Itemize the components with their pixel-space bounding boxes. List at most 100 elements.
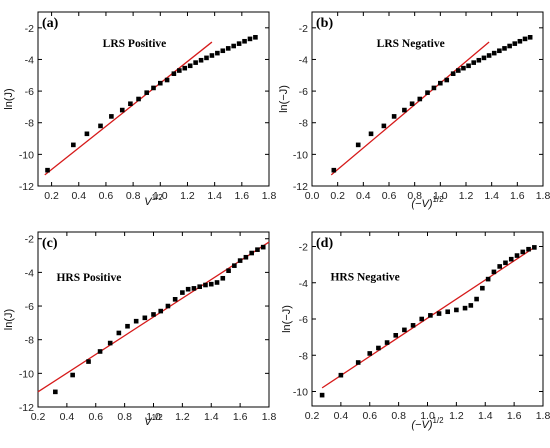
data-point: [497, 48, 502, 54]
data-point: [480, 285, 485, 291]
data-point: [319, 392, 325, 398]
data-point: [70, 372, 75, 378]
x-tick-label: 0.4: [356, 190, 371, 202]
data-point: [255, 247, 260, 252]
y-tick-label: -10: [19, 368, 34, 380]
data-point: [193, 60, 198, 65]
x-axis-title-main: (−V): [411, 419, 432, 431]
data-point: [220, 275, 226, 281]
data-point: [491, 269, 497, 275]
chart-panel: 0.2 0.4 0.6 0.8 1.0 1.2 1.4 1.6 1.8 -12 -10 -8 -6 -4 -…: [3, 231, 277, 428]
x-tick-label: 1.2: [175, 411, 190, 423]
x-tick-label: 1.4: [484, 190, 499, 202]
y-tick-label: -8: [25, 335, 34, 347]
data-point: [512, 41, 518, 46]
data-point: [481, 55, 487, 61]
data-point: [461, 65, 466, 71]
panel-label: (a): [42, 16, 59, 31]
data-point: [402, 327, 407, 333]
data-point: [526, 246, 531, 252]
data-point: [445, 309, 451, 315]
x-tick-label: 0.2: [305, 410, 320, 422]
data-point: [107, 340, 113, 346]
x-axis-title-main: V: [144, 196, 153, 208]
data-point: [444, 77, 450, 83]
y-axis-title: ln(J): [3, 309, 15, 330]
data-point: [355, 142, 361, 148]
data-point: [468, 303, 474, 308]
data-point: [198, 57, 204, 63]
data-point: [144, 90, 150, 95]
data-point: [419, 316, 425, 322]
x-axis-title-sup: 1/2: [432, 195, 444, 204]
x-tick-label: 0.6: [362, 410, 377, 422]
data-point: [368, 131, 374, 137]
y-axis-title: ln(−J): [281, 305, 293, 333]
data-point: [180, 290, 185, 295]
fit-line: [37, 241, 270, 393]
data-point: [209, 53, 215, 58]
y-tick-label: -4: [25, 267, 34, 279]
data-point: [142, 315, 148, 321]
chart-panel: 0.2 0.4 0.6 0.8 1.0 1.2 1.4 1.6 1.8 -10 -8 -6 -4 -2 (d…: [281, 231, 550, 431]
x-tick-label: 0.2: [44, 190, 59, 202]
data-point: [84, 131, 90, 137]
data-point: [486, 53, 492, 58]
data-point: [151, 85, 156, 91]
data-point: [527, 35, 533, 40]
x-tick-label: 1.2: [449, 410, 464, 422]
x-tick-label: 1.2: [459, 190, 474, 202]
data-point: [491, 50, 497, 56]
data-point: [410, 323, 416, 328]
data-point: [367, 351, 373, 356]
data-point: [242, 38, 247, 44]
y-tick-label: -12: [19, 402, 34, 414]
data-point: [185, 286, 191, 292]
data-point: [355, 360, 361, 365]
data-point: [431, 85, 437, 91]
y-tick-label: -10: [293, 387, 308, 399]
data-point: [71, 142, 76, 148]
fit-line: [330, 41, 490, 176]
x-axis-title-sup: 1/2: [152, 413, 164, 422]
data-point: [136, 96, 141, 102]
data-point: [203, 282, 208, 288]
data-point: [172, 297, 178, 302]
x-tick-label: 1.8: [262, 411, 277, 423]
x-tick-label: 1.4: [478, 410, 493, 422]
data-point: [485, 276, 491, 282]
data-point: [497, 264, 502, 269]
x-tick-label: 0.4: [71, 190, 86, 202]
data-point: [191, 286, 197, 291]
data-point: [466, 63, 471, 69]
plot-frame: [311, 231, 544, 407]
data-point: [125, 323, 130, 329]
y-tick-label: -6: [299, 86, 308, 98]
series-annotation: LRS Positive: [103, 38, 167, 50]
data-point: [128, 101, 133, 107]
x-axis-title: (−V)1/2: [411, 416, 444, 431]
x-tick-label: 0.8: [391, 410, 406, 422]
data-point: [133, 318, 139, 324]
x-axis-title: V1/2: [144, 413, 163, 428]
x-axis-title: (−V)1/2: [411, 195, 444, 210]
x-tick-label: 1.8: [536, 190, 550, 202]
data-point: [236, 41, 242, 46]
x-tick-label: 0.4: [334, 410, 349, 422]
data-point: [215, 50, 220, 56]
x-tick-label: 0.8: [117, 411, 132, 423]
series-annotation: HRS Negative: [330, 272, 399, 284]
data-point: [454, 307, 459, 313]
data-point: [393, 333, 399, 338]
data-point: [384, 340, 390, 345]
y-tick-label: -6: [25, 86, 34, 98]
y-tick-label: -2: [299, 23, 308, 35]
data-point: [151, 312, 156, 317]
data-point: [462, 305, 468, 311]
y-tick-label: -4: [299, 278, 308, 290]
data-point: [53, 389, 58, 395]
data-point: [243, 254, 249, 260]
fit-line: [44, 41, 213, 176]
data-point: [428, 313, 433, 318]
data-point: [507, 43, 512, 49]
